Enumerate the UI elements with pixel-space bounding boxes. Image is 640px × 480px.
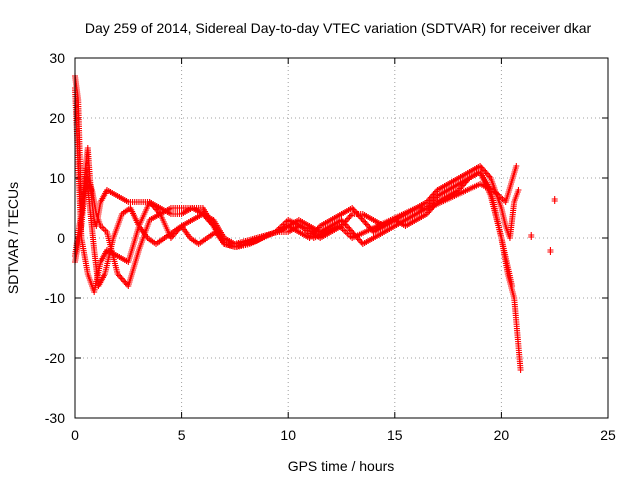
y-tick-label: 30 [49,50,65,66]
data-point [517,367,524,373]
data-point [346,214,353,220]
data-point [551,198,558,204]
data-point [342,218,349,225]
data-point [478,164,485,171]
data-point [362,220,369,226]
data-point [509,283,516,289]
data-point [430,197,437,204]
plot-frame [74,57,609,419]
data-point [430,191,437,198]
y-tick-label: -30 [45,410,65,426]
y-tick-label: 20 [49,110,65,126]
x-tick-label: 25 [600,427,616,443]
data-point [347,212,354,219]
data-point [513,163,520,169]
data-point [547,249,554,255]
data-point [119,277,126,283]
data-point [426,196,433,202]
data-point [429,193,436,199]
x-tick-label: 0 [71,427,79,443]
data-point [528,234,535,240]
data-point [350,206,357,213]
data-point [427,194,434,201]
x-tick-label: 20 [494,427,510,443]
data-point [118,275,125,282]
grid [75,58,608,418]
data-point [122,280,129,286]
data-point [361,218,368,225]
x-tick-label: 10 [280,427,296,443]
data-point [343,217,350,223]
chart-title: Day 259 of 2014, Sidereal Day-to-day VTE… [85,20,592,36]
data-point [515,187,522,193]
x-tick-label: 5 [178,427,186,443]
y-tick-label: -20 [45,350,65,366]
x-tick-label: 15 [387,427,403,443]
x-axis-label: GPS time / hours [288,458,395,474]
data-point [343,223,350,229]
data-point [363,221,370,228]
y-tick-label: -10 [45,290,65,306]
y-axis-label: SDTVAR / TECUs [5,182,21,294]
ticks: 0 5 10 15 20 25 -30 -20 -10 0 10 20 30 [45,50,616,443]
y-tick-label: 0 [57,230,65,246]
y-tick-label: 10 [49,170,65,186]
data-point [117,274,124,280]
data-points [72,73,558,373]
data-point [345,215,352,222]
